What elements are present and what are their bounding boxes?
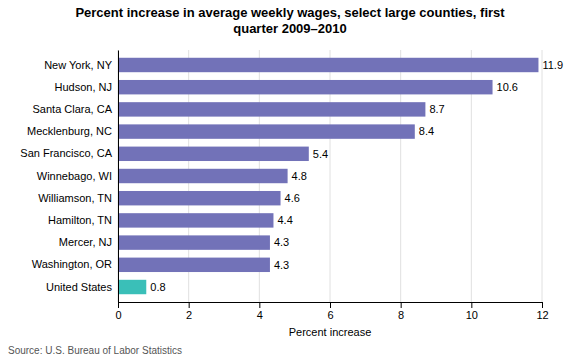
chart-svg: 11.9 10.6 8.7 8.4 5.4 4.8 4.6 4.4 4.3 4.3 0.8 0 2 4 6 8… — [0, 0, 580, 360]
x-tick: 4 — [257, 302, 263, 321]
bar — [118, 102, 425, 116]
x-tick: 8 — [398, 302, 404, 321]
y-tick-label: Washington, OR — [32, 258, 112, 270]
bar — [118, 235, 270, 249]
x-tick-mark — [401, 302, 402, 308]
x-tick: 12 — [536, 302, 548, 321]
data-label: 8.7 — [429, 103, 444, 115]
title: Percent increase in average weekly wages… — [75, 5, 505, 36]
bar — [118, 280, 146, 294]
y-tick-label: Williamson, TN — [38, 192, 112, 204]
data-labels: 11.9 10.6 8.7 8.4 5.4 4.8 4.6 4.4 4.3 4.3 0.8 — [150, 59, 563, 293]
y-tick-label: Mercer, NJ — [59, 236, 112, 248]
y-tick: Santa Clara, CA — [33, 103, 118, 115]
grid-line — [542, 50, 543, 302]
x-tick-label: 4 — [257, 309, 263, 321]
y-tick: Mecklenburg, NC — [27, 125, 118, 137]
x-tick: 0 — [115, 302, 121, 321]
title-line: Percent increase in average weekly wages… — [75, 5, 505, 20]
x-tick-mark — [189, 302, 190, 308]
data-label: 4.6 — [285, 192, 300, 204]
y-tick-label: Hamilton, TN — [48, 214, 112, 226]
bar — [118, 124, 415, 138]
grid-line — [118, 50, 119, 302]
y-tick: Washington, OR — [32, 258, 118, 270]
y-tick-label: Winnebago, WI — [37, 170, 112, 182]
data-label: 4.8 — [292, 170, 307, 182]
data-label: 4.3 — [274, 259, 289, 271]
y-axis-line — [118, 51, 119, 303]
y-tick-label: Santa Clara, CA — [33, 103, 113, 115]
bar — [118, 258, 270, 272]
data-label: 11.9 — [542, 59, 563, 71]
x-tick-label: 0 — [115, 309, 121, 321]
x-axis-line — [119, 303, 543, 309]
bar — [118, 191, 281, 205]
x-tick: 6 — [327, 302, 333, 321]
x-tick-mark — [471, 302, 472, 308]
x-tick-label: 10 — [466, 309, 478, 321]
x-tick: 10 — [466, 302, 478, 321]
data-label: 8.4 — [419, 125, 434, 137]
x-tick-label: 2 — [186, 309, 192, 321]
y-tick-label: New York, NY — [44, 59, 113, 71]
x-tick-label: 12 — [536, 309, 548, 321]
y-tick: New York, NY — [44, 59, 118, 71]
grid — [118, 50, 542, 302]
x-tick: 2 — [186, 302, 192, 321]
x-axis-title: Percent increase — [289, 326, 372, 338]
y-axis: New York, NY Hudson, NJ Santa Clara, CA Mec… — [20, 51, 118, 303]
data-label: 5.4 — [313, 148, 328, 160]
title-line: quarter 2009–2010 — [233, 21, 346, 36]
x-tick-mark — [259, 302, 260, 308]
y-tick-label: Mecklenburg, NC — [27, 125, 112, 137]
data-label: 10.6 — [497, 81, 518, 93]
x-axis: 0 2 4 6 8 10 12 — [115, 302, 548, 321]
x-tick-label: 8 — [398, 309, 404, 321]
y-tick: San Francisco, CA — [20, 147, 118, 159]
x-tick-mark — [542, 302, 543, 308]
y-tick: Winnebago, WI — [37, 170, 118, 182]
bars — [118, 58, 538, 294]
bar — [118, 80, 493, 94]
y-tick-label: United States — [46, 281, 113, 293]
data-label: 4.4 — [277, 214, 292, 226]
y-tick-label: Hudson, NJ — [55, 81, 112, 93]
source-note: Source: U.S. Bureau of Labor Statistics — [8, 345, 182, 356]
x-tick-mark — [118, 302, 119, 308]
bar — [118, 58, 538, 72]
x-tick-mark — [330, 302, 331, 308]
data-label: 4.3 — [274, 236, 289, 248]
bar — [118, 147, 309, 161]
bar — [118, 213, 273, 227]
y-tick: Williamson, TN — [38, 192, 118, 204]
y-tick: Mercer, NJ — [59, 236, 118, 248]
x-tick-label: 6 — [327, 309, 333, 321]
bar — [118, 169, 288, 183]
y-tick: Hudson, NJ — [55, 81, 118, 93]
y-tick-label: San Francisco, CA — [20, 147, 112, 159]
y-tick: Hamilton, TN — [48, 214, 118, 226]
data-label: 0.8 — [150, 281, 165, 293]
y-tick: United States — [46, 281, 118, 293]
chart-container: 11.9 10.6 8.7 8.4 5.4 4.8 4.6 4.4 4.3 4.3 0.8 0 2 4 6 8… — [0, 0, 580, 360]
